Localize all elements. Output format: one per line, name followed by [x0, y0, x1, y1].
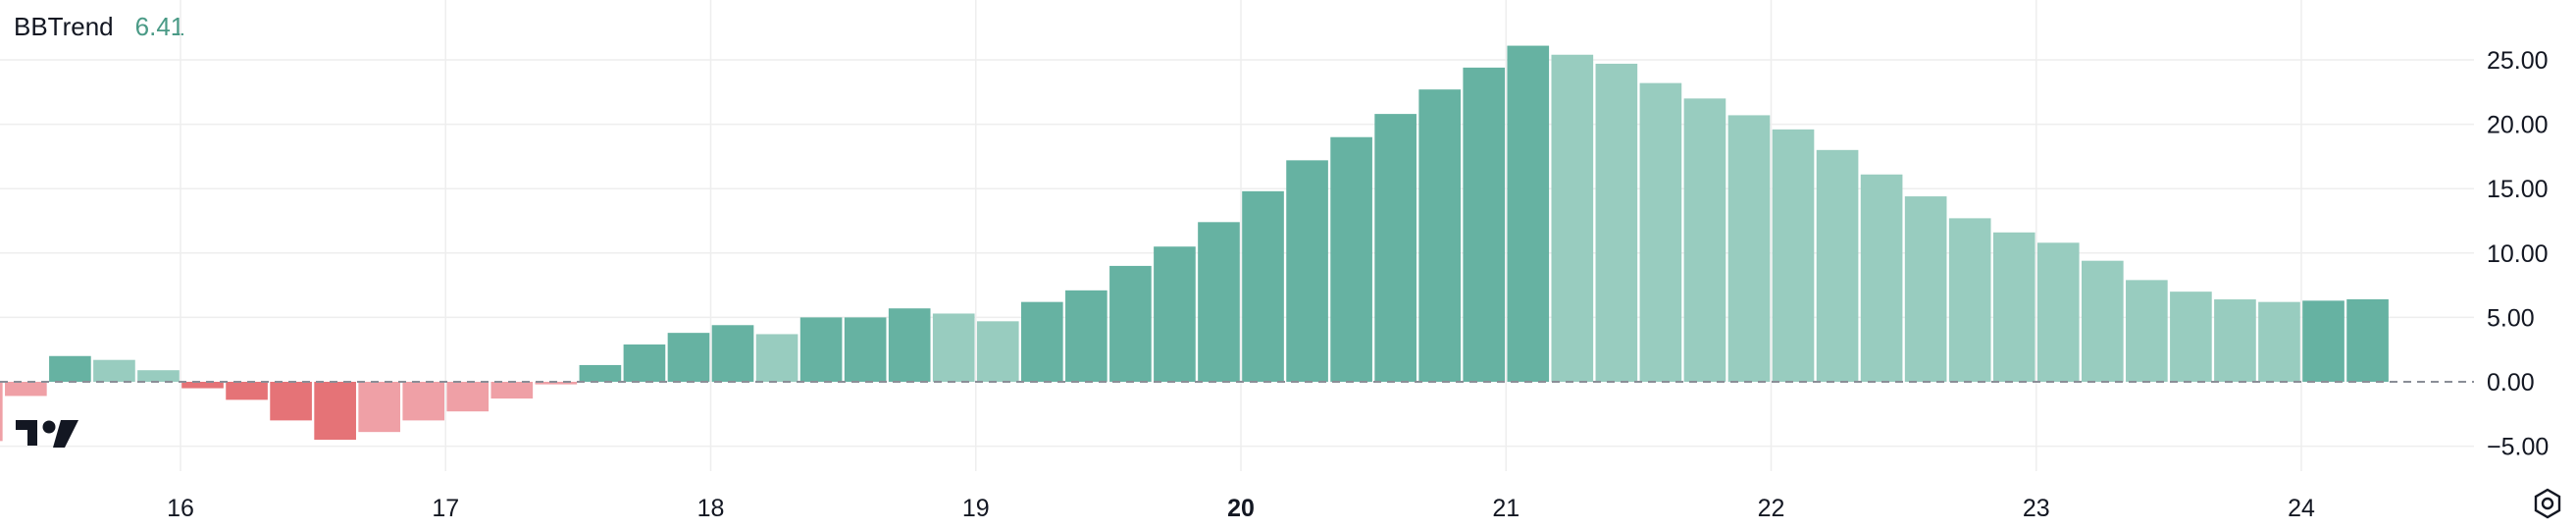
bar — [2214, 299, 2256, 382]
bar — [137, 370, 180, 382]
bar — [181, 382, 224, 389]
x-tick-label: 23 — [2023, 495, 2050, 522]
x-tick-label: 20 — [1227, 495, 1255, 522]
bar — [2170, 292, 2212, 382]
bar — [755, 334, 799, 382]
bar — [1904, 196, 1947, 382]
bar — [1242, 190, 1284, 382]
x-axis: 16 17 18 19 20 21 22 23 24 — [167, 495, 2315, 522]
bar — [5, 382, 47, 397]
settings-gear-icon[interactable] — [2531, 487, 2564, 525]
bar — [49, 355, 91, 382]
bar — [1639, 82, 1682, 382]
bar — [1551, 54, 1594, 382]
y-tick-label: 10.00 — [2487, 240, 2549, 268]
bar — [1860, 174, 1903, 382]
bar — [1374, 114, 1417, 382]
bar — [667, 333, 710, 382]
bar — [2346, 298, 2389, 382]
bar — [93, 359, 135, 382]
indicator-name: BBTrend — [14, 12, 114, 41]
bar — [711, 325, 754, 382]
bar — [2258, 301, 2300, 382]
bar — [1816, 149, 1859, 382]
bar — [1330, 136, 1372, 382]
bar — [2302, 300, 2344, 382]
y-tick-label: 20.00 — [2487, 112, 2549, 139]
x-tick-label: 24 — [2288, 495, 2315, 522]
bar — [402, 382, 445, 421]
bar — [579, 364, 622, 382]
bars — [0, 45, 2389, 442]
bar — [0, 382, 3, 442]
bar — [1463, 67, 1506, 382]
bar — [270, 382, 312, 421]
bar — [932, 313, 975, 382]
bar — [446, 382, 489, 412]
bar — [888, 308, 931, 382]
bar — [1772, 129, 1815, 382]
bar — [314, 382, 356, 441]
bar — [490, 382, 534, 399]
x-tick-label: 22 — [1758, 495, 1785, 522]
bar — [1507, 45, 1550, 383]
x-tick-label: 17 — [432, 495, 459, 522]
bar — [358, 382, 401, 433]
x-tick-label: 16 — [167, 495, 194, 522]
bar — [1286, 160, 1328, 382]
y-tick-label: 25.00 — [2487, 47, 2549, 75]
bar — [226, 382, 268, 400]
bar — [1418, 89, 1462, 383]
bar — [1948, 218, 1991, 382]
indicator-value: 6.41 — [134, 12, 185, 41]
x-tick-label: 18 — [697, 495, 725, 522]
bar — [799, 317, 843, 382]
bar — [1198, 222, 1240, 382]
y-tick-label: −5.00 — [2487, 434, 2549, 461]
tradingview-logo-icon[interactable] — [16, 416, 80, 456]
bar — [1727, 115, 1771, 382]
bar — [1154, 246, 1196, 382]
x-tick-label: 19 — [962, 495, 990, 522]
bar — [1020, 301, 1063, 382]
bar — [976, 321, 1019, 382]
bar — [1595, 63, 1638, 382]
bar — [1065, 290, 1108, 382]
y-axis: 25.00 20.00 15.00 10.00 5.00 0.00 −5.00 — [2487, 47, 2549, 461]
bar — [2081, 260, 2124, 382]
bar — [1109, 265, 1152, 382]
bar — [2126, 280, 2168, 382]
bar — [2036, 242, 2080, 382]
bar — [623, 344, 666, 382]
bar — [844, 317, 887, 382]
y-tick-label: 0.00 — [2487, 369, 2535, 397]
bar — [535, 382, 578, 385]
y-tick-label: 5.00 — [2487, 304, 2535, 332]
bar — [1992, 232, 2035, 382]
bar — [1683, 98, 1726, 383]
x-tick-label: 21 — [1492, 495, 1520, 522]
y-tick-label: 15.00 — [2487, 176, 2549, 203]
legend: BBTrend 6.41 — [14, 12, 184, 42]
